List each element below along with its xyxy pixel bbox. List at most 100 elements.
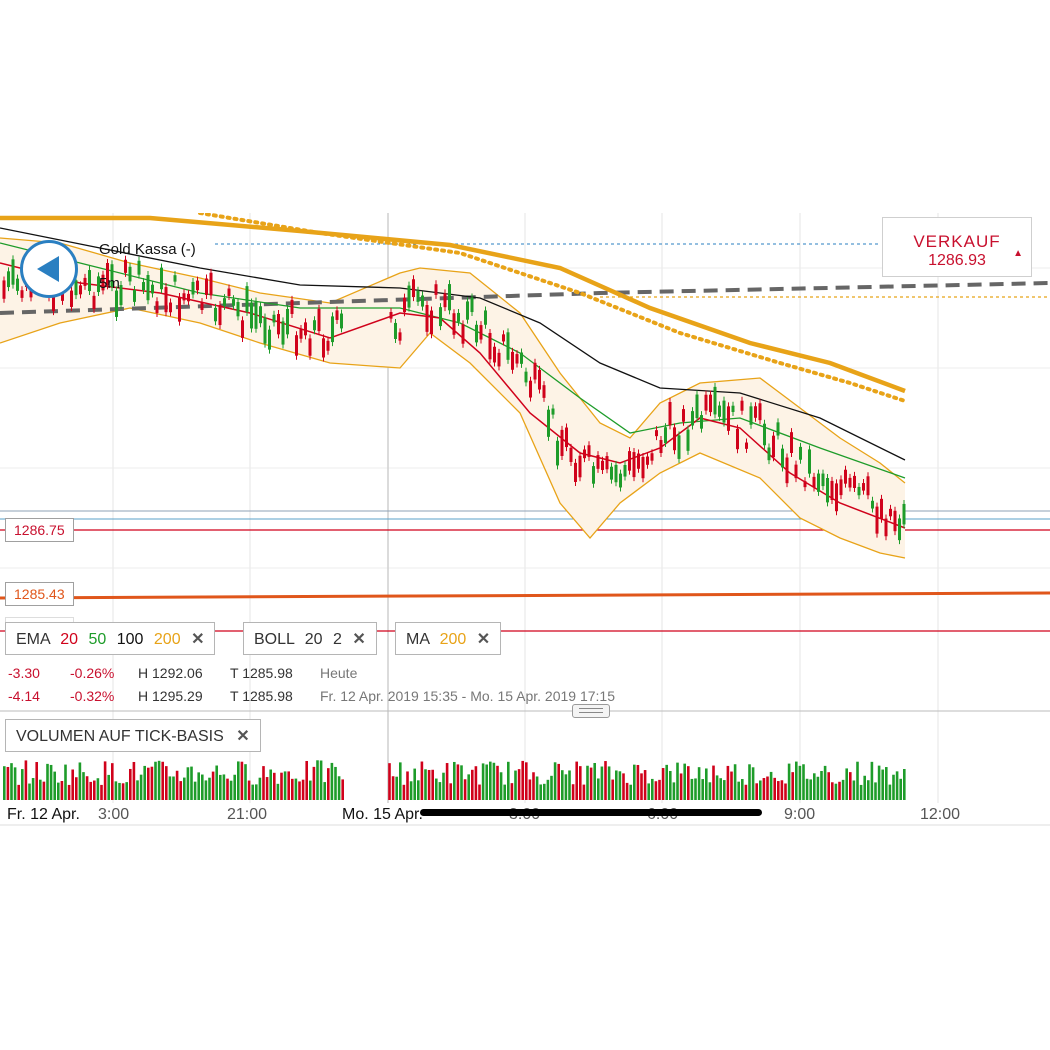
- back-button[interactable]: [20, 240, 78, 298]
- volume-bar: [874, 782, 877, 800]
- volume-bar: [89, 781, 92, 800]
- volume-bar: [305, 760, 308, 800]
- volume-bar: [885, 767, 888, 800]
- volume-bar: [399, 762, 402, 800]
- candle-body: [11, 259, 15, 285]
- volume-chip[interactable]: VOLUMEN AUF TICK-BASIS ✕: [5, 719, 261, 752]
- today-change: -3.30: [8, 665, 40, 681]
- volume-bar: [460, 765, 463, 800]
- volume-bar: [841, 779, 845, 800]
- volume-bar: [643, 770, 647, 800]
- volume-bar: [787, 763, 791, 800]
- candle-body: [785, 457, 789, 484]
- volume-bar: [139, 774, 143, 800]
- panel-resize-handle[interactable]: [572, 704, 610, 718]
- ma-remove-icon[interactable]: ✕: [476, 631, 491, 648]
- ema-chip[interactable]: EMA 20 50 100 200 ✕: [5, 622, 216, 655]
- ma-chip[interactable]: MA 200 ✕: [395, 622, 502, 655]
- volume-bar: [229, 780, 233, 800]
- price-chart[interactable]: [0, 213, 1050, 828]
- volume-bar: [319, 760, 323, 800]
- volume-remove-icon[interactable]: ✕: [236, 728, 250, 745]
- volume-bar: [611, 779, 614, 800]
- volume-bar: [442, 772, 445, 800]
- ema200-line: [0, 215, 906, 394]
- sell-quote-box[interactable]: VERKAUF 1286.93 ▲: [882, 217, 1032, 277]
- volume-bar: [186, 767, 190, 800]
- volume-bar: [280, 772, 283, 800]
- candle-body: [605, 456, 609, 470]
- candle-body: [286, 308, 289, 335]
- volume-bar: [190, 766, 193, 800]
- boll-remove-icon[interactable]: ✕: [352, 631, 366, 648]
- volume-bar: [125, 782, 128, 800]
- candle-body: [893, 510, 897, 532]
- volume-bar: [701, 779, 704, 800]
- volume-bar: [539, 784, 542, 800]
- candle-body: [250, 302, 253, 329]
- volume-bar: [183, 777, 186, 800]
- candle-body: [740, 400, 744, 411]
- timeframe-label[interactable]: 5m: [99, 275, 120, 292]
- candle-body: [758, 403, 762, 421]
- candle-body: [668, 402, 672, 426]
- volume-bar: [481, 763, 485, 800]
- candle-body: [641, 456, 645, 479]
- volume-bar: [247, 780, 251, 800]
- candle-body: [776, 422, 780, 436]
- boll-lower: [0, 307, 906, 559]
- volume-bar: [553, 762, 557, 800]
- volume-bar: [179, 781, 182, 800]
- volume-bar: [10, 763, 13, 800]
- today-period: Heute: [320, 665, 358, 681]
- volume-bar: [712, 765, 715, 800]
- candle-body: [200, 302, 204, 310]
- volume-bar: [449, 783, 452, 800]
- volume-bar: [445, 763, 449, 800]
- candle-body: [425, 304, 429, 332]
- candle-body: [830, 480, 834, 501]
- volume-bar: [211, 771, 215, 800]
- candle-body: [389, 312, 393, 319]
- volume-bar: [201, 774, 204, 800]
- candle-body: [124, 259, 127, 273]
- volume-bar: [719, 778, 722, 800]
- candle-body: [205, 278, 208, 296]
- boll-chip[interactable]: BOLL 20 2 ✕: [243, 622, 377, 655]
- candle-body: [403, 297, 406, 313]
- candle-body: [695, 394, 699, 419]
- volume-bar: [298, 781, 301, 800]
- candle-body: [664, 427, 667, 444]
- volume-bar: [604, 761, 607, 800]
- volume-bar: [291, 778, 294, 800]
- candle-body: [502, 334, 505, 342]
- candle-body: [569, 447, 573, 462]
- volume-bar: [813, 773, 816, 800]
- candle-body: [524, 371, 528, 383]
- up-triangle-icon: ▲: [1013, 248, 1023, 259]
- volume-bar: [175, 770, 179, 800]
- volume-bar: [157, 760, 161, 800]
- ema-remove-icon[interactable]: ✕: [191, 631, 205, 648]
- volume-bar: [561, 770, 564, 800]
- candle-body: [722, 400, 726, 423]
- volume-bar: [845, 768, 848, 800]
- candle-body: [767, 447, 771, 461]
- volume-bar: [327, 768, 330, 800]
- volume-bar: [21, 769, 24, 800]
- volume-bar: [571, 784, 575, 800]
- volume-bar: [575, 761, 578, 800]
- sell-label: VERKAUF: [913, 232, 1001, 251]
- candle-body: [443, 293, 447, 308]
- candle-body: [128, 266, 132, 282]
- candle-body: [182, 293, 186, 301]
- horizontal-scrollbar[interactable]: [420, 809, 762, 816]
- volume-bar: [31, 778, 35, 800]
- candle-body: [718, 405, 721, 417]
- candle-body: [263, 317, 267, 344]
- candle-body: [412, 279, 415, 298]
- candle-body: [173, 275, 177, 282]
- volume-bar: [827, 772, 830, 800]
- candle-body: [304, 322, 307, 336]
- volume-bar: [798, 765, 802, 800]
